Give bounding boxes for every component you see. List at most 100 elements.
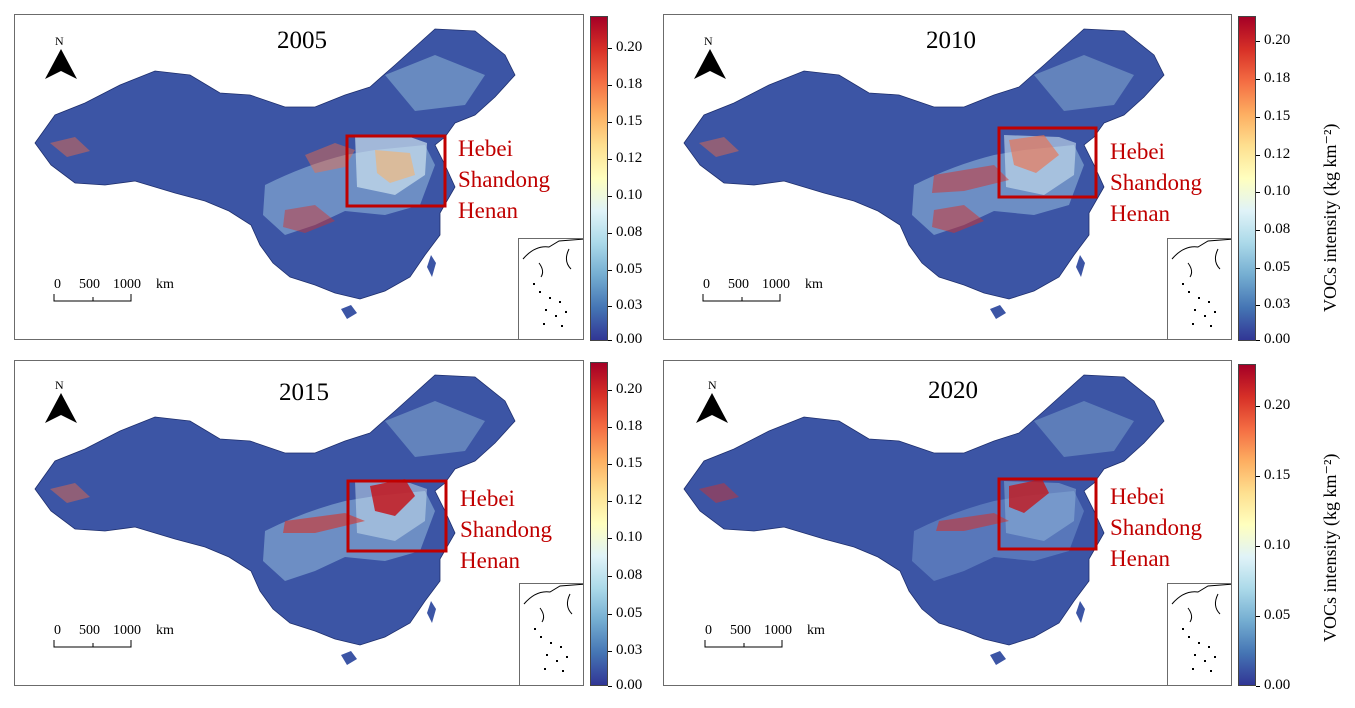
tick-label: 0.12 <box>1264 146 1291 162</box>
tick-label: 0.18 <box>616 418 643 434</box>
scale-bar-line <box>53 294 132 302</box>
region-label-hebei: Hebei <box>460 486 515 511</box>
china-map <box>683 28 1165 319</box>
scale-bar-line <box>704 640 783 648</box>
scale-label-1000: 1000 <box>113 277 141 292</box>
map-panel-2015: 2015 N Hebei Shandong Henan 0 500 1000 k… <box>14 360 584 686</box>
north-arrow-icon <box>45 393 77 423</box>
tick-label: 0.08 <box>616 567 643 583</box>
region-label-henan: Henan <box>460 548 521 573</box>
tick-label: 0.00 <box>616 677 643 693</box>
tick-label: 0.03 <box>616 297 643 313</box>
scale-label-500: 500 <box>728 277 749 292</box>
scale-label-0: 0 <box>54 277 61 292</box>
south-china-sea-inset <box>1167 238 1231 339</box>
colorbar-title: VOCs intensity (kg km⁻²) <box>1320 453 1340 642</box>
south-china-sea-inset <box>1167 583 1231 685</box>
scale-label-0: 0 <box>705 623 712 638</box>
scale-label-0: 0 <box>54 623 61 638</box>
china-map <box>683 374 1165 665</box>
colorbar-title: VOCs intensity (kg km⁻²) <box>1320 123 1340 312</box>
north-arrow-icon <box>694 49 726 79</box>
scale-label-500: 500 <box>79 623 100 638</box>
region-labels: Hebei Shandong Henan <box>460 483 552 576</box>
tick-label: 0.05 <box>1264 607 1291 623</box>
region-label-hebei: Hebei <box>458 136 513 161</box>
colorbar-2005 <box>590 16 608 341</box>
tick-label: 0.10 <box>1264 537 1291 553</box>
north-label: N <box>704 34 713 48</box>
south-china-sea-inset <box>518 238 583 339</box>
scale-unit: km <box>156 277 174 292</box>
panel-year: 2005 <box>277 27 327 54</box>
north-arrow-icon <box>696 393 728 423</box>
map-panel-2005: 2005 N Hebei Shandong Henan 0 500 1000 k… <box>14 14 584 340</box>
china-map <box>34 28 516 319</box>
tick-label: 0.00 <box>1264 677 1291 693</box>
scale-bar-line <box>702 294 781 302</box>
islands-icon <box>522 238 583 327</box>
tick-label: 0.05 <box>1264 259 1291 275</box>
tick-label: 0.18 <box>616 76 643 92</box>
tick-label: 0.05 <box>616 261 643 277</box>
tick-label: 0.18 <box>1264 70 1291 86</box>
china-map <box>34 374 516 665</box>
map-panel-2010: 2010 N Hebei Shandong Henan 0 500 1000 k… <box>663 14 1232 340</box>
scale-label-1000: 1000 <box>762 277 790 292</box>
scale-unit: km <box>156 623 174 638</box>
north-label: N <box>708 378 717 392</box>
tick-label: 0.20 <box>616 39 643 55</box>
scale-label-0: 0 <box>703 277 710 292</box>
scale-unit: km <box>807 623 825 638</box>
north-label: N <box>55 378 64 392</box>
tick-label: 0.20 <box>1264 397 1291 413</box>
region-label-henan: Henan <box>458 198 519 223</box>
region-label-shandong: Shandong <box>460 517 552 542</box>
colorbar-2015 <box>590 362 608 686</box>
tick-label: 0.10 <box>1264 183 1291 199</box>
scale-label-500: 500 <box>79 277 100 292</box>
region-label-shandong: Shandong <box>458 167 550 192</box>
tick-label: 0.20 <box>1264 32 1291 48</box>
region-label-henan: Henan <box>1110 546 1171 571</box>
scale-bar-line <box>53 640 132 648</box>
tick-label: 0.15 <box>1264 467 1291 483</box>
scale-label-1000: 1000 <box>764 623 792 638</box>
colorbar-2010 <box>1238 16 1256 341</box>
region-labels: Hebei Shandong Henan <box>1110 481 1202 574</box>
scale-label-1000: 1000 <box>113 623 141 638</box>
region-labels: Hebei Shandong Henan <box>458 133 550 226</box>
tick-label: 0.08 <box>616 224 643 240</box>
panel-year: 2015 <box>279 379 329 406</box>
islands-icon <box>1171 583 1231 672</box>
region-label-shandong: Shandong <box>1110 170 1202 195</box>
tick-label: 0.03 <box>1264 296 1291 312</box>
region-labels: Hebei Shandong Henan <box>1110 136 1202 229</box>
region-label-shandong: Shandong <box>1110 515 1202 540</box>
tick-label: 0.10 <box>616 187 643 203</box>
tick-label: 0.00 <box>1264 331 1291 347</box>
islands-icon <box>1171 238 1231 327</box>
south-china-sea-inset <box>519 583 583 685</box>
tick-label: 0.12 <box>616 492 643 508</box>
scale-unit: km <box>805 277 823 292</box>
region-label-hebei: Hebei <box>1110 139 1165 164</box>
tick-label: 0.03 <box>616 642 643 658</box>
panel-year: 2010 <box>926 27 976 54</box>
tick-label: 0.00 <box>616 331 643 347</box>
north-arrow-icon <box>45 49 77 79</box>
tick-label: 0.10 <box>616 529 643 545</box>
tick-label: 0.05 <box>616 605 643 621</box>
islands-icon <box>523 583 583 672</box>
colorbar-2020 <box>1238 364 1256 686</box>
tick-label: 0.08 <box>1264 221 1291 237</box>
north-label: N <box>55 34 64 48</box>
scale-label-500: 500 <box>730 623 751 638</box>
tick-label: 0.15 <box>616 455 643 471</box>
region-label-hebei: Hebei <box>1110 484 1165 509</box>
tick-label: 0.12 <box>616 150 643 166</box>
panel-year: 2020 <box>928 377 978 404</box>
region-label-henan: Henan <box>1110 201 1171 226</box>
tick-label: 0.15 <box>616 113 643 129</box>
tick-label: 0.20 <box>616 381 643 397</box>
